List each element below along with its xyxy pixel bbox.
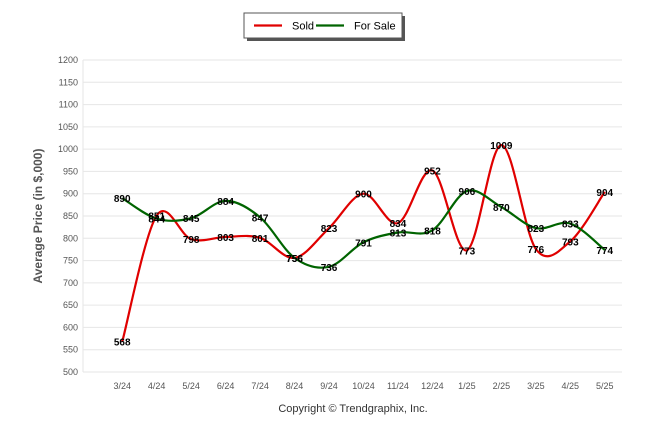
series-lines [121, 144, 606, 342]
data-label: 845 [183, 214, 200, 225]
data-label: 776 [527, 245, 544, 256]
y-tick-label: 800 [63, 233, 78, 243]
x-tick-label: 3/25 [527, 381, 545, 391]
data-label: 870 [493, 203, 510, 214]
legend: Sold For Sale [243, 12, 405, 41]
data-label: 801 [252, 234, 269, 245]
x-tick-label: 9/24 [320, 381, 338, 391]
data-label: 833 [562, 220, 579, 231]
data-label: 890 [114, 194, 131, 205]
y-tick-label: 900 [63, 189, 78, 199]
data-label: 847 [252, 213, 269, 224]
x-tick-label: 10/24 [352, 381, 375, 391]
data-label: 834 [390, 219, 407, 230]
x-tick-label: 4/24 [148, 381, 166, 391]
y-tick-label: 1200 [58, 55, 78, 65]
x-tick-label: 7/24 [251, 381, 269, 391]
data-label: 823 [527, 224, 544, 235]
x-tick-label: 2/25 [493, 381, 511, 391]
y-axis-label: Average Price (in $,000) [31, 149, 45, 284]
x-tick-label: 5/24 [182, 381, 200, 391]
x-tick-label: 5/25 [596, 381, 614, 391]
x-tick-label: 3/24 [113, 381, 131, 391]
x-tick-label: 1/25 [458, 381, 476, 391]
y-tick-label: 500 [63, 367, 78, 377]
data-label: 793 [562, 237, 579, 248]
y-tick-label: 1050 [58, 122, 78, 132]
data-label: 851 [148, 212, 165, 223]
data-label: 756 [286, 254, 303, 265]
y-axis-ticks: 500 550 600 650 700 750 800 850 900 950 1000 1050 11… [58, 55, 78, 377]
data-label: 756 [286, 254, 303, 265]
x-tick-label: 12/24 [421, 381, 444, 391]
copyright-footer: Copyright © Trendgraphix, Inc. [278, 403, 427, 415]
legend-entry: For Sale [354, 21, 396, 33]
y-tick-label: 650 [63, 300, 78, 310]
y-tick-label: 1100 [59, 100, 78, 110]
x-axis-ticks: 3/24 4/24 5/24 6/24 7/24 8/24 9/24 10/24 11/24 12… [113, 381, 613, 391]
data-label: 823 [321, 224, 338, 235]
y-tick-label: 600 [63, 322, 78, 332]
y-tick-label: 1000 [58, 144, 78, 154]
data-label: 798 [183, 235, 200, 246]
y-tick-label: 1150 [59, 77, 78, 87]
data-label: 568 [114, 338, 131, 349]
x-tick-label: 8/24 [286, 381, 304, 391]
series-line-for-sale [121, 189, 606, 269]
data-label: 906 [459, 187, 476, 198]
data-label: 884 [217, 197, 234, 208]
grid-lines [82, 59, 622, 373]
data-labels: 568 851 798 803 801 756 823 900 834 952 773 1009 776… [114, 141, 614, 349]
legend-entry: Sold [292, 21, 314, 33]
y-tick-label: 850 [63, 211, 78, 221]
data-label: 1009 [490, 141, 513, 152]
y-tick-label: 950 [63, 166, 78, 176]
data-label: 844 [148, 215, 165, 226]
data-label: 900 [355, 190, 372, 201]
data-label: 803 [217, 233, 234, 244]
data-label: 813 [390, 228, 407, 239]
y-tick-label: 550 [63, 345, 78, 355]
data-label: 818 [424, 226, 441, 237]
data-label: 904 [596, 188, 613, 199]
data-label: 952 [424, 167, 441, 178]
data-label: 791 [355, 238, 372, 249]
y-tick-label: 750 [63, 256, 78, 266]
x-tick-label: 4/25 [562, 381, 580, 391]
y-tick-label: 700 [63, 278, 78, 288]
data-label: 774 [596, 246, 613, 257]
data-label: 773 [459, 246, 476, 257]
series-line-sold [121, 144, 606, 342]
data-label: 736 [321, 263, 338, 274]
x-tick-label: 6/24 [217, 381, 235, 391]
x-tick-label: 11/24 [387, 381, 409, 391]
